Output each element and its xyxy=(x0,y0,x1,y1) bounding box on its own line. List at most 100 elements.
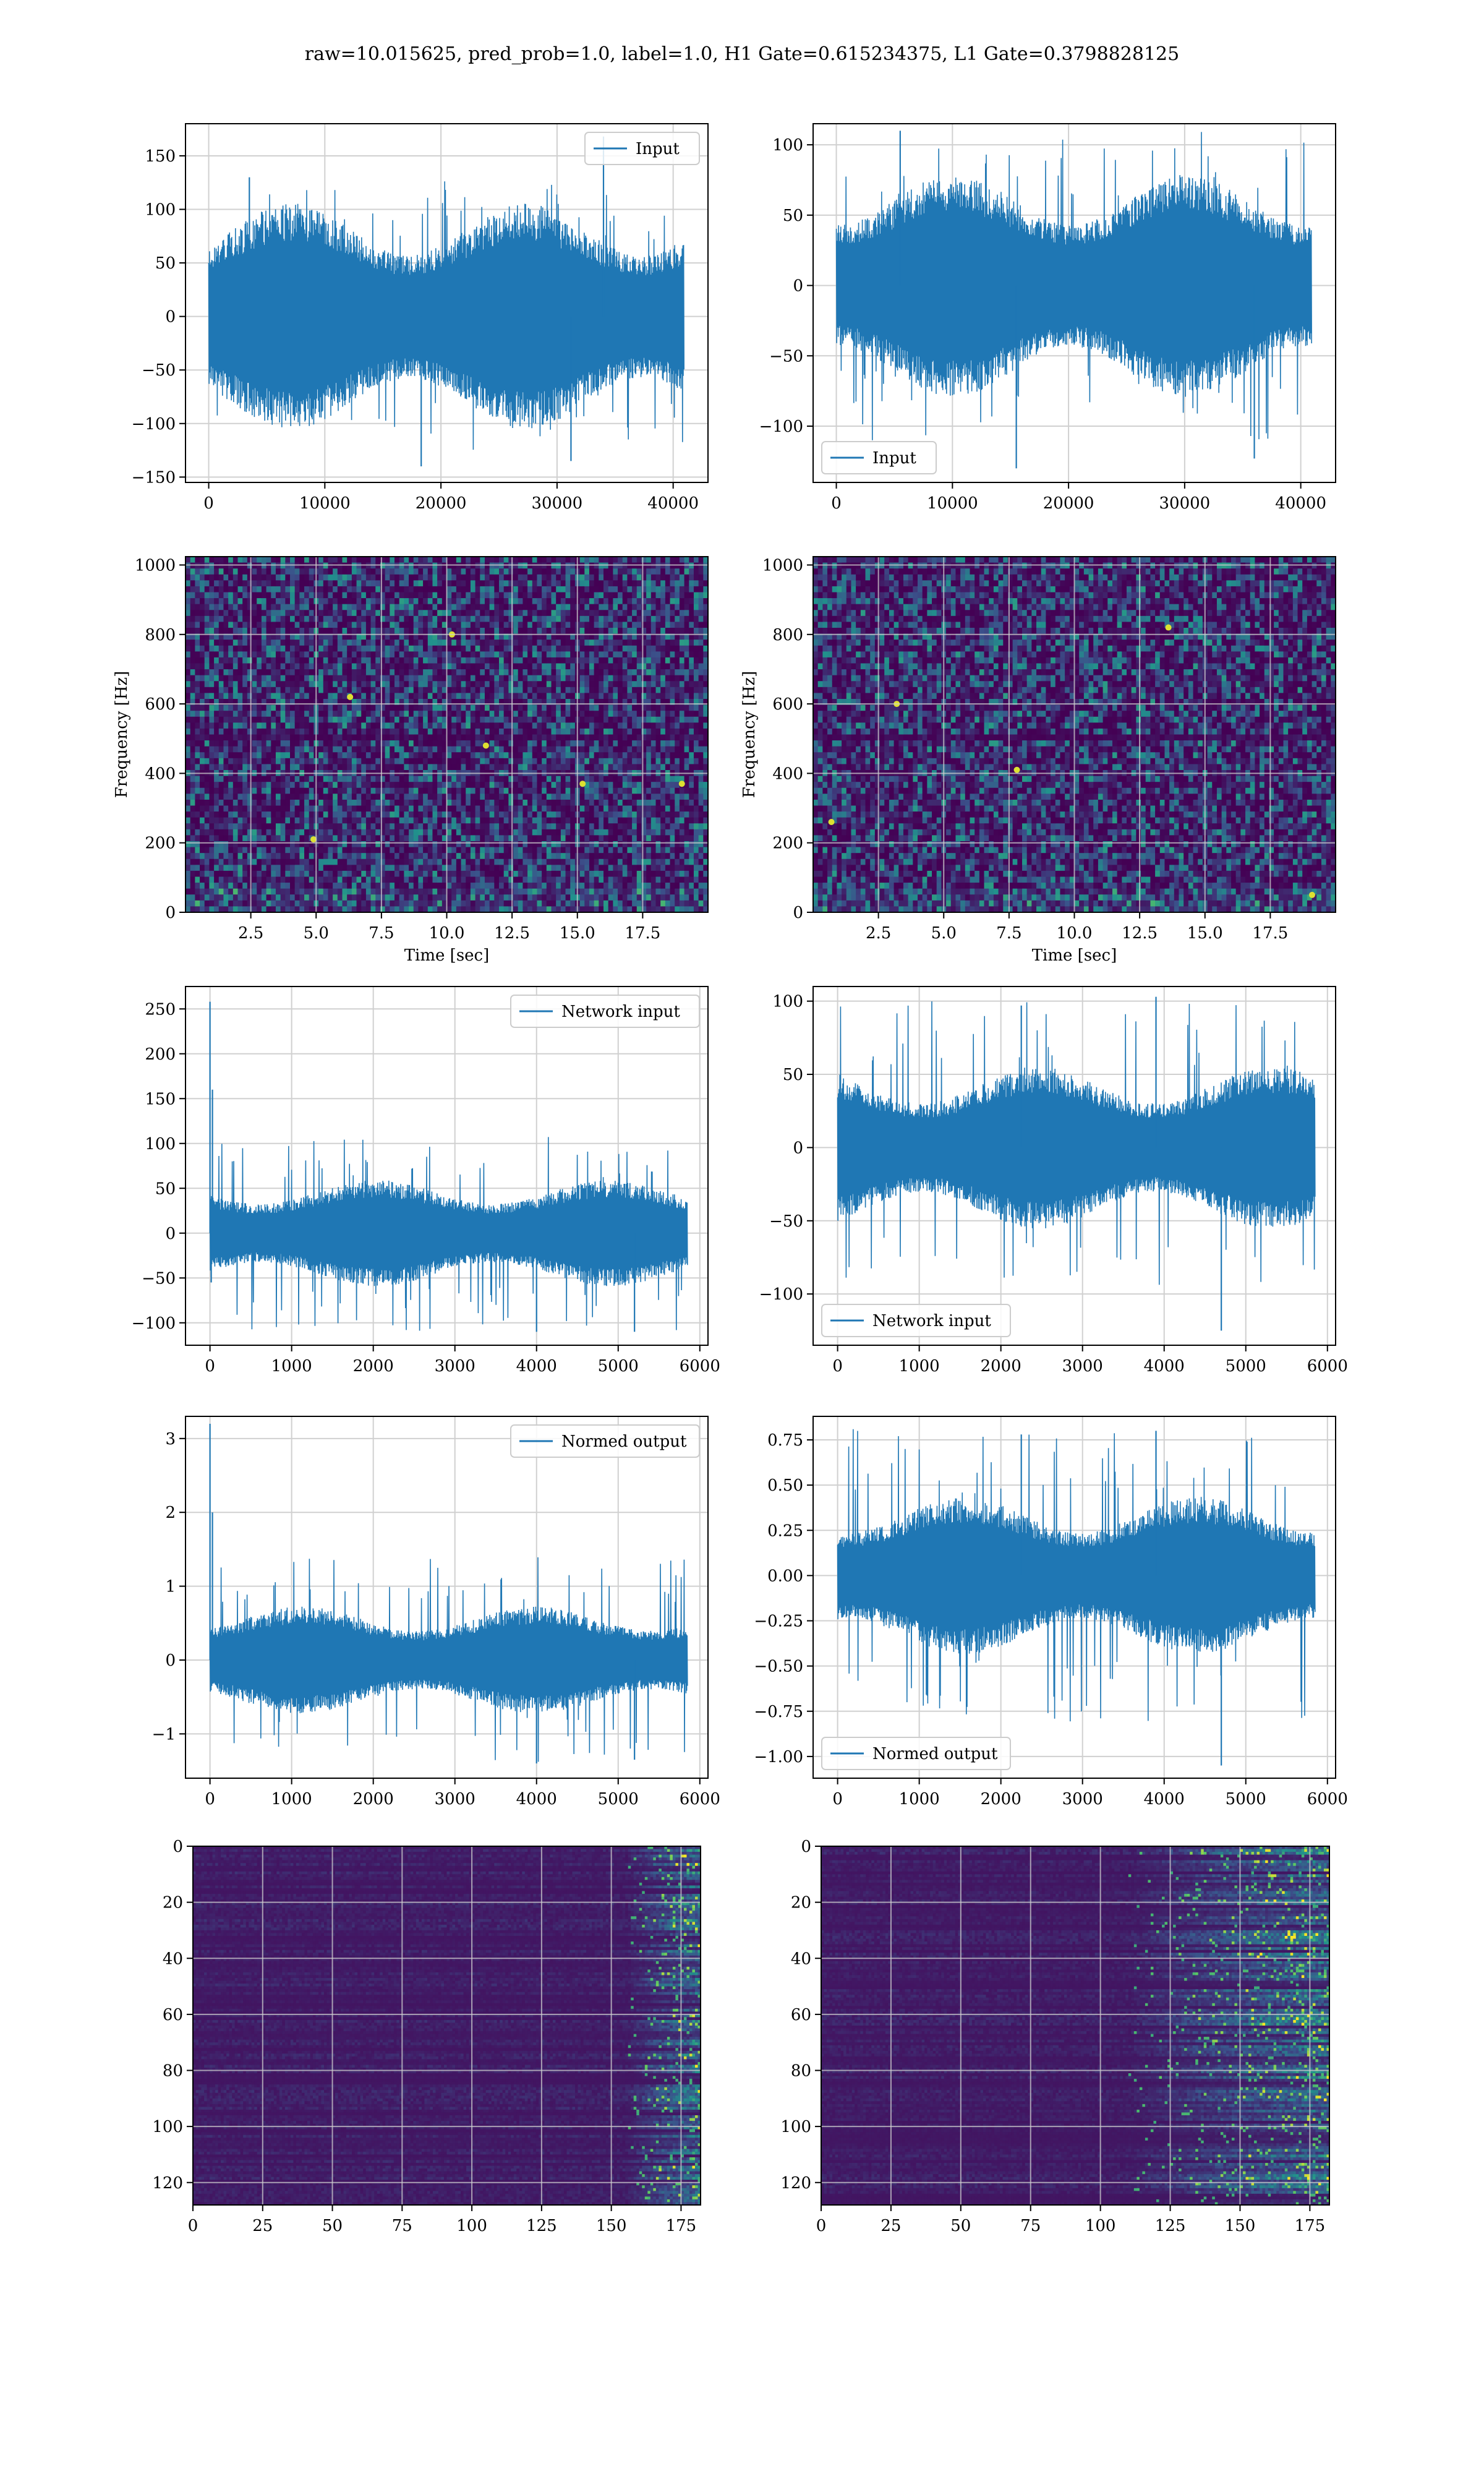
heatmap-cell xyxy=(219,640,224,646)
heatmap-cell xyxy=(295,675,300,682)
heatmap-cell xyxy=(418,646,423,652)
heatmap-cell xyxy=(556,806,561,812)
heatmap-cell xyxy=(262,847,267,854)
heatmap-cell xyxy=(537,859,542,865)
heatmap-cell xyxy=(290,693,295,699)
heatmap-cell xyxy=(295,557,300,563)
heatmap-cell xyxy=(352,752,357,758)
heatmap-cell xyxy=(281,693,286,699)
heatmap-cell xyxy=(508,747,513,753)
heatmap-cell xyxy=(409,628,414,634)
heatmap-cell xyxy=(281,593,286,599)
heatmap-cell xyxy=(361,794,366,800)
heatmap-cell xyxy=(471,764,475,770)
heatmap-cell xyxy=(518,628,523,634)
heatmap-cell xyxy=(513,651,518,657)
heatmap-cell xyxy=(328,758,333,764)
heatmap-cell xyxy=(561,717,566,723)
heatmap-cell xyxy=(343,889,348,895)
heatmap-cell xyxy=(276,711,281,717)
heatmap-cell xyxy=(447,788,452,794)
heatmap-cell xyxy=(214,628,219,634)
heatmap-cell xyxy=(537,640,542,646)
heatmap-cell xyxy=(318,829,323,836)
heatmap-cell xyxy=(267,664,271,670)
heatmap-cell xyxy=(451,568,456,575)
heatmap-cell xyxy=(233,806,238,812)
heatmap-cell xyxy=(518,711,523,717)
heatmap-cell xyxy=(418,841,423,847)
heatmap-cell xyxy=(475,604,480,610)
heatmap-cell xyxy=(471,794,475,800)
heatmap-cell xyxy=(238,657,243,664)
heatmap-cell xyxy=(366,806,371,812)
heatmap-cell xyxy=(399,557,404,563)
heatmap-cell xyxy=(186,598,190,604)
heatmap-cell xyxy=(366,853,371,859)
heatmap-cell xyxy=(309,782,314,788)
heatmap-cell xyxy=(547,747,552,753)
heatmap-cell xyxy=(209,669,214,675)
heatmap-cell xyxy=(409,782,414,788)
heatmap-cell xyxy=(437,782,442,788)
heatmap-cell xyxy=(361,776,366,782)
heatmap-cell xyxy=(485,729,490,735)
heatmap-cell xyxy=(285,705,290,711)
heatmap-cell xyxy=(276,853,281,859)
heatmap-cell xyxy=(527,722,532,729)
heatmap-cell xyxy=(328,764,333,770)
heatmap-cell xyxy=(361,729,366,735)
heatmap-cell xyxy=(547,657,552,664)
heatmap-cell xyxy=(504,580,509,586)
heatmap-cell xyxy=(214,859,219,865)
heatmap-cell xyxy=(499,788,504,794)
heatmap-cell xyxy=(295,598,300,604)
heatmap-cell xyxy=(527,883,532,889)
heatmap-cell xyxy=(390,593,394,599)
heatmap-cell xyxy=(366,646,371,652)
heatmap-cell xyxy=(508,640,513,646)
heatmap-cell xyxy=(361,865,366,871)
heatmap-cell xyxy=(537,894,542,901)
heatmap-cell xyxy=(371,628,376,634)
heatmap-cell xyxy=(361,657,366,664)
heatmap-cell xyxy=(281,740,286,747)
heatmap-cell xyxy=(267,580,271,586)
heatmap-cell xyxy=(409,657,414,664)
heatmap-cell xyxy=(566,705,571,711)
heatmap-cell xyxy=(518,593,523,599)
heatmap-cell xyxy=(485,657,490,664)
heatmap-cell xyxy=(399,586,404,593)
heatmap-cell xyxy=(508,664,513,670)
heatmap-cell xyxy=(323,628,328,634)
heatmap-cell xyxy=(532,705,537,711)
heatmap-cell xyxy=(186,640,190,646)
heatmap-cell xyxy=(480,894,485,901)
heatmap-cell xyxy=(404,563,409,569)
heatmap-cell xyxy=(447,747,452,753)
heatmap-cell xyxy=(271,651,276,657)
heatmap-cell xyxy=(522,853,527,859)
heatmap-cell xyxy=(508,657,513,664)
heatmap-cell xyxy=(537,616,542,622)
heatmap-cell xyxy=(247,669,252,675)
heatmap-cell xyxy=(390,788,394,794)
heatmap-cell xyxy=(304,693,309,699)
heatmap-cell xyxy=(394,853,399,859)
heatmap-cell xyxy=(271,818,276,824)
heatmap-cell xyxy=(428,841,433,847)
heatmap-cell xyxy=(361,711,366,717)
heatmap-cell xyxy=(366,580,371,586)
heatmap-cell xyxy=(247,705,252,711)
heatmap-cell xyxy=(394,859,399,865)
heatmap-cell xyxy=(299,806,304,812)
heatmap-cell xyxy=(223,557,228,563)
heatmap-cell xyxy=(347,841,352,847)
heatmap-cell xyxy=(542,722,547,729)
heatmap-cell xyxy=(461,693,466,699)
heatmap-cell xyxy=(228,847,233,854)
heatmap-cell xyxy=(542,675,547,682)
heatmap-cell xyxy=(262,859,267,865)
heatmap-cell xyxy=(219,871,224,877)
heatmap-cell xyxy=(447,782,452,788)
